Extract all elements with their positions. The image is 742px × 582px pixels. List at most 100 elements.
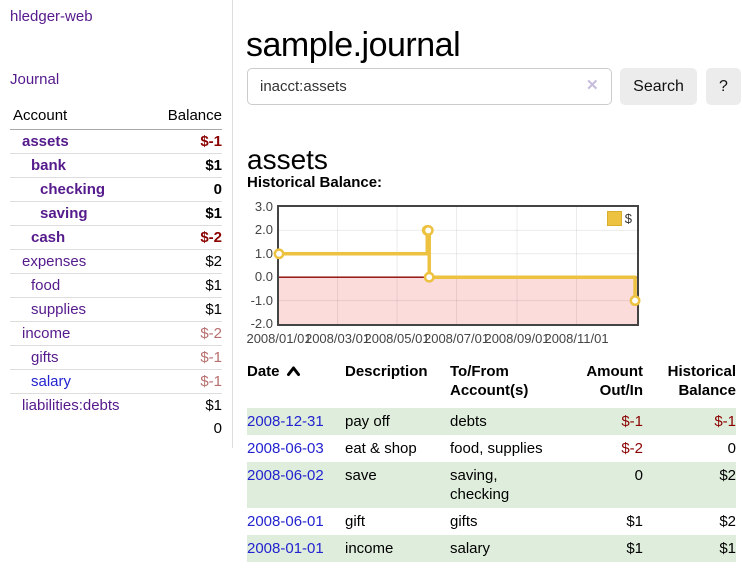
balance-chart-svg xyxy=(273,207,641,324)
account-link-food[interactable]: food xyxy=(31,277,61,294)
sidebar: hledger-web Journal Account Balance asse… xyxy=(0,0,233,448)
register-table: Date Description To/From Account(s) Amou… xyxy=(247,358,736,562)
account-name-cell: supplies xyxy=(10,297,150,322)
chart-section-label: Historical Balance: xyxy=(247,174,383,191)
x-axis-tick-label: 2008/07/01 xyxy=(423,331,490,346)
accounts-cell: salary xyxy=(450,540,491,557)
account-row: saving $1 xyxy=(10,201,222,226)
balance-cell: 0 xyxy=(727,440,736,457)
account-name-cell: saving xyxy=(10,201,150,226)
register-header-date[interactable]: Date xyxy=(247,358,345,408)
account-link-supplies[interactable]: supplies xyxy=(31,301,87,318)
chart-legend: $ xyxy=(604,210,634,227)
register-header-balance[interactable]: Historical Balance xyxy=(667,363,736,399)
app-title-link[interactable]: hledger-web xyxy=(10,8,93,25)
account-name-cell: assets xyxy=(10,130,149,154)
date-cell: 2008-06-03 xyxy=(247,435,345,462)
register-header-amount[interactable]: Amount Out/In xyxy=(586,363,643,399)
table-row: 2008-06-02 save saving, checking 0 $2 xyxy=(247,462,736,508)
accounts-cell: gifts xyxy=(450,513,478,530)
main-content: sample.journal ✕ Search ? assets Histori… xyxy=(246,0,742,582)
amount-cell: $1 xyxy=(626,540,643,557)
transaction-date-link[interactable]: 2008-12-31 xyxy=(247,413,324,430)
table-row: 2008-06-03 eat & shop food, supplies $-2 0 xyxy=(247,435,736,462)
date-cell: 2008-06-01 xyxy=(247,508,345,535)
account-balance: $1 xyxy=(149,153,222,178)
accounts-cell: saving, checking xyxy=(450,467,510,503)
balance-cell: $2 xyxy=(719,467,736,484)
description-cell: income xyxy=(345,540,394,557)
amount-cell: $-2 xyxy=(621,440,643,457)
account-row: bank $1 xyxy=(10,153,222,178)
account-link-expenses[interactable]: expenses xyxy=(22,253,87,270)
account-row: income $-2 xyxy=(10,321,222,346)
account-balance: $-1 xyxy=(200,133,222,150)
y-axis-tick-label: -1.0 xyxy=(250,292,273,308)
balance-cell: $-1 xyxy=(714,413,736,430)
search-button[interactable]: Search xyxy=(620,68,697,105)
account-heading: assets xyxy=(247,144,328,176)
account-link-checking[interactable]: checking xyxy=(40,181,106,198)
account-balance: $-2 xyxy=(149,321,222,346)
register-header-description[interactable]: Description xyxy=(345,363,428,380)
accounts-header-account: Account xyxy=(10,104,150,130)
account-link-liabilities-debts[interactable]: liabilities:debts xyxy=(22,397,120,414)
account-row: salary $-1 xyxy=(10,369,222,394)
x-axis-tick-label: 2008/01/01 xyxy=(246,331,312,346)
account-name-cell: cash xyxy=(10,225,150,250)
account-balance: $1 xyxy=(149,201,222,226)
transaction-date-link[interactable]: 2008-06-01 xyxy=(247,513,324,530)
description-cell: gift xyxy=(345,513,366,530)
accounts-table-body: assets $-1 bank $1 checking 0 saving $1 cash $-2 e… xyxy=(10,130,222,417)
sidebar-item-journal[interactable]: Journal xyxy=(10,71,60,88)
account-balance: $1 xyxy=(149,393,222,417)
help-button[interactable]: ? xyxy=(706,68,741,105)
accounts-total-row: 0 xyxy=(10,417,222,440)
account-row: assets $-1 xyxy=(10,130,222,154)
account-row: food $1 xyxy=(10,273,222,298)
legend-label: $ xyxy=(624,211,632,226)
account-link-bank[interactable]: bank xyxy=(31,157,67,174)
y-axis-tick-label: 2.0 xyxy=(254,222,273,238)
account-link-cash[interactable]: cash xyxy=(31,229,66,246)
transaction-date-link[interactable]: 2008-06-03 xyxy=(247,440,324,457)
accounts-header-balance: Balance xyxy=(149,104,222,130)
page-title: sample.journal xyxy=(246,25,461,64)
search-input[interactable] xyxy=(247,68,612,105)
search-form: ✕ Search ? xyxy=(247,68,742,105)
account-link-salary[interactable]: salary xyxy=(31,373,72,390)
table-row: 2008-06-01 gift gifts $1 $2 xyxy=(247,508,736,535)
account-name-cell: bank xyxy=(10,153,150,178)
account-link-assets[interactable]: assets xyxy=(22,133,69,150)
account-row: checking 0 xyxy=(10,177,222,202)
account-balance: $1 xyxy=(149,273,222,298)
accounts-total-balance: 0 xyxy=(213,420,222,437)
amount-cell: $-1 xyxy=(621,413,643,430)
y-axis-tick-label: 1.0 xyxy=(254,245,273,261)
x-axis-tick-label: 2008/09/01 xyxy=(484,331,550,346)
account-row: liabilities:debts $1 xyxy=(10,393,222,417)
account-balance: $1 xyxy=(149,297,222,322)
clear-search-icon[interactable]: ✕ xyxy=(586,77,599,94)
sort-ascending-icon xyxy=(286,366,300,376)
account-row: gifts $-1 xyxy=(10,345,222,370)
account-link-saving[interactable]: saving xyxy=(40,205,88,222)
account-row: expenses $2 xyxy=(10,249,222,274)
table-row: 2008-12-31 pay off debts $-1 $-1 xyxy=(247,408,736,435)
register-header-tofrom[interactable]: To/From Account(s) xyxy=(450,363,529,399)
account-name-cell: salary xyxy=(10,369,150,394)
transaction-date-link[interactable]: 2008-06-02 xyxy=(247,467,324,484)
amount-cell: 0 xyxy=(634,467,643,484)
account-balance: $2 xyxy=(149,249,222,274)
y-axis-tick-label: 0.0 xyxy=(254,269,273,285)
accounts-cell: debts xyxy=(450,413,487,430)
account-balance: $-1 xyxy=(149,369,222,394)
account-link-gifts[interactable]: gifts xyxy=(31,349,59,366)
account-name-cell: income xyxy=(10,321,150,346)
transaction-date-link[interactable]: 2008-01-01 xyxy=(247,540,324,557)
balance-cell: $1 xyxy=(719,540,736,557)
register-header-date-label: Date xyxy=(247,363,280,380)
date-cell: 2008-12-31 xyxy=(247,408,345,435)
balance-chart-plot: $ xyxy=(273,205,641,326)
account-link-income[interactable]: income xyxy=(22,325,71,342)
